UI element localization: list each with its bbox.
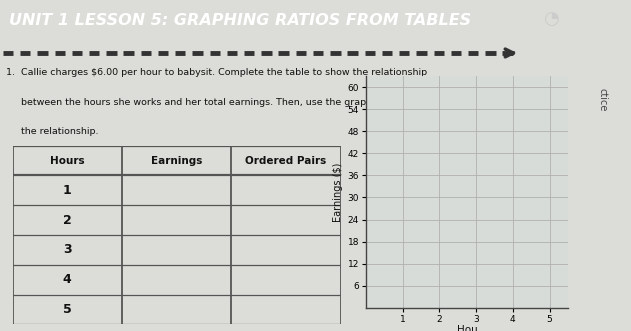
Text: Earnings: Earnings <box>151 156 203 166</box>
Text: Ordered Pairs: Ordered Pairs <box>245 156 327 166</box>
Text: ◔: ◔ <box>543 10 559 28</box>
Text: 3: 3 <box>63 243 72 257</box>
Text: the relationship.: the relationship. <box>6 127 99 136</box>
Text: 2: 2 <box>63 213 72 227</box>
Text: 4: 4 <box>63 273 72 286</box>
Text: 1.  Callie charges $6.00 per hour to babysit. Complete the table to show the rel: 1. Callie charges $6.00 per hour to baby… <box>6 68 427 77</box>
Text: 1: 1 <box>63 184 72 197</box>
Text: between the hours she works and her total earnings. Then, use the graph to repre: between the hours she works and her tota… <box>6 98 433 107</box>
Text: UNIT 1 LESSON 5: GRAPHING RATIOS FROM TABLES: UNIT 1 LESSON 5: GRAPHING RATIOS FROM TA… <box>9 13 471 28</box>
Text: 5: 5 <box>63 303 72 316</box>
Text: Hours: Hours <box>50 156 85 166</box>
X-axis label: Hou: Hou <box>457 325 477 331</box>
Text: ctice: ctice <box>598 88 608 111</box>
Y-axis label: Earnings ($): Earnings ($) <box>333 162 343 222</box>
